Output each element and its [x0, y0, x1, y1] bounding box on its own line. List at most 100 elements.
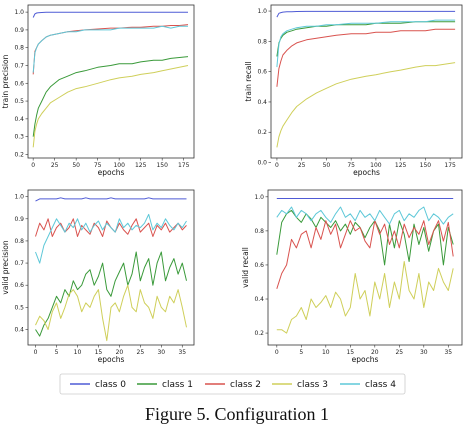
x-tick-label: 20: [371, 349, 379, 356]
x-tick-label: 35: [444, 349, 452, 356]
x-tick-label: 25: [51, 162, 59, 169]
plot-area: [267, 189, 463, 346]
x-tick-label: 125: [135, 162, 147, 169]
x-tick-label: 35: [178, 349, 186, 356]
x-tick-label: 10: [74, 349, 82, 356]
series-line-class-1: [32, 56, 189, 137]
x-tick-label: 25: [395, 349, 403, 356]
figure-caption: Figure 5. Configuration 1: [145, 404, 329, 424]
series-line-class-2: [276, 220, 454, 289]
series-line-class-4: [276, 206, 454, 225]
x-tick-label: 30: [157, 349, 165, 356]
x-tick-label: 100: [113, 162, 125, 169]
legend-item-class-3: class 3: [272, 380, 328, 390]
y-tick-label: 0.4: [254, 296, 264, 303]
plot-area: [27, 4, 195, 159]
y-tick-label: 0.6: [257, 69, 267, 76]
x-tick-label: 0: [275, 162, 279, 169]
x-tick-label: 150: [156, 162, 168, 169]
y-tick-label: 0.7: [14, 260, 24, 267]
y-axis-label: valid recall: [241, 247, 250, 288]
x-tick-label: 25: [298, 162, 306, 169]
x-tick-label: 175: [178, 162, 190, 169]
legend-item-class-1: class 1: [137, 380, 193, 390]
x-tick-label: 75: [94, 162, 102, 169]
y-tick-label: 0.6: [254, 262, 264, 269]
legend-label: class 4: [365, 380, 396, 390]
series-line-class-3: [32, 65, 189, 148]
y-tick-label: 0.9: [14, 216, 24, 223]
chart-panel-4: 0 5 10 15 20 25 30 35 0.2 0.4 0.6 0.8 1.0 epochs valid…: [241, 189, 463, 364]
legend-label: class 1: [162, 380, 193, 390]
x-tick-label: 15: [346, 349, 354, 356]
x-tick-label: 0: [31, 162, 35, 169]
x-tick-label: 20: [116, 349, 124, 356]
series-line-class-1: [35, 251, 187, 337]
x-axis-label: epochs: [353, 168, 380, 177]
y-tick-label: 0.2: [257, 129, 267, 136]
x-tick-label: 10: [322, 349, 330, 356]
series-line-class-2: [276, 28, 456, 87]
x-tick-label: 125: [395, 162, 407, 169]
legend-label: class 3: [297, 380, 328, 390]
legend-item-class-4: class 4: [340, 380, 396, 390]
y-tick-label: 0.5: [14, 304, 24, 311]
y-axis-label: valid precision: [1, 240, 10, 294]
legend: class 0 class 1 class 2 class 3 class 4: [59, 373, 406, 395]
series-line-class-3: [276, 261, 454, 334]
x-tick-label: 100: [370, 162, 382, 169]
y-tick-label: 0.6: [14, 80, 24, 87]
legend-label: class 0: [95, 380, 126, 390]
x-tick-label: 150: [420, 162, 432, 169]
series-line-class-0: [35, 197, 187, 202]
y-tick-label: 0.3: [14, 134, 24, 141]
series-line-class-0: [32, 11, 188, 18]
y-tick-label: 0.4: [257, 99, 267, 106]
series-line-class-3: [276, 62, 456, 148]
y-tick-label: 1.0: [14, 194, 24, 201]
series-line-class-0: [276, 10, 456, 18]
y-tick-label: 1.0: [14, 9, 24, 16]
y-tick-label: 0.8: [14, 45, 24, 52]
x-tick-label: 5: [299, 349, 303, 356]
y-axis-label: train recall: [244, 61, 253, 101]
series-line-class-4: [35, 213, 187, 264]
y-axis-label: train precision: [1, 54, 10, 108]
x-axis-label: epochs: [98, 355, 125, 364]
y-tick-label: 0.7: [14, 62, 24, 69]
legend-frame: [59, 373, 406, 395]
chart-panel-2: 0 25 50 75 100 125 150 175 0.0 0.2 0.4 0.6 0.8 1.0 epo…: [244, 4, 463, 177]
panels: 0 25 50 75 100 125 150 1750.20.30.40.50.60.70.8…: [1, 4, 463, 364]
y-tick-label: 0.8: [257, 38, 267, 45]
legend-item-class-2: class 2: [205, 380, 261, 390]
y-tick-label: 0.6: [14, 282, 24, 289]
y-tick-label: 1.0: [257, 8, 267, 15]
y-tick-label: 0.9: [14, 27, 24, 34]
legend-item-class-0: class 0: [70, 380, 126, 390]
y-tick-label: 0.0: [257, 160, 267, 167]
y-tick-label: 0.2: [14, 151, 24, 158]
x-tick-label: 0: [275, 349, 279, 356]
y-tick-label: 0.8: [14, 238, 24, 245]
y-tick-label: 0.5: [14, 98, 24, 105]
y-tick-label: 0.8: [254, 228, 264, 235]
y-tick-label: 0.4: [14, 116, 24, 123]
x-tick-label: 175: [444, 162, 456, 169]
y-tick-label: 0.2: [254, 330, 264, 337]
x-tick-label: 15: [95, 349, 103, 356]
x-tick-label: 0: [34, 349, 38, 356]
series-line-class-4: [32, 25, 188, 73]
x-axis-label: epochs: [352, 355, 379, 364]
y-tick-label: 1.0: [254, 194, 264, 201]
x-tick-label: 50: [323, 162, 331, 169]
chart-panel-1: 0 25 50 75 100 125 150 175 0.2 0.3 0.4 0.5 0.6 0.7 0.8…: [1, 4, 195, 177]
plot-area: [27, 189, 195, 346]
x-axis-label: epochs: [98, 168, 125, 177]
x-tick-label: 30: [420, 349, 428, 356]
series-line-class-4: [276, 19, 456, 68]
series-line-class-3: [35, 284, 187, 342]
legend-label: class 2: [230, 380, 261, 390]
x-tick-label: 50: [72, 162, 80, 169]
plot-area: [270, 4, 463, 159]
